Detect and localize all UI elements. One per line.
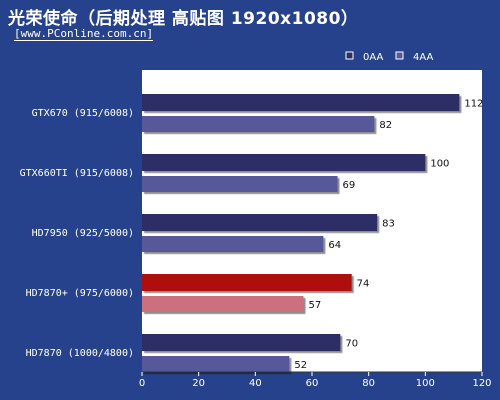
category-label: HD7870 (1000/4800)	[26, 348, 134, 359]
data-label-4aa: 52	[294, 360, 307, 371]
bar-0aa	[142, 154, 426, 171]
data-label-0aa: 100	[430, 159, 449, 170]
x-tick-label: 40	[249, 378, 262, 389]
x-tick-label: 100	[416, 378, 435, 389]
bar-0aa	[142, 214, 378, 231]
chart-title: 光荣使命（后期处理 高贴图 1920x1080）	[8, 9, 359, 29]
category-label: HD7950 (925/5000)	[32, 228, 134, 239]
category-label: GTX670 (915/6008)	[32, 108, 134, 119]
x-tick-label: 20	[192, 378, 205, 389]
bar-4aa	[142, 116, 375, 132]
data-labels: 112 82 100 69 83 64 74 57 70 52	[294, 99, 483, 372]
category-label: HD7870+ (975/6000)	[26, 288, 134, 299]
x-tick-label: 120	[472, 378, 491, 389]
data-label-0aa: 83	[382, 219, 395, 230]
x-tick-label: 80	[362, 378, 375, 389]
legend-swatch-4aa	[395, 51, 404, 60]
legend-label-4aa: 4AA	[413, 52, 433, 63]
data-label-4aa: 64	[328, 240, 341, 251]
data-label-4aa: 82	[379, 120, 392, 131]
category-label: GTX660TI (915/6008)	[20, 168, 134, 179]
data-label-0aa: 112	[464, 99, 483, 110]
data-label-4aa: 57	[309, 300, 322, 311]
source-url: [www.PConline.com.cn]	[14, 27, 154, 41]
bar-4aa	[142, 236, 324, 252]
legend-swatch-0aa	[345, 51, 354, 60]
bar-4aa	[142, 176, 338, 192]
data-label-0aa: 70	[345, 339, 358, 350]
source-url-text: [www.PConline.com.cn]	[14, 27, 154, 41]
bars	[142, 94, 460, 372]
legend-label-0aa: 0AA	[363, 52, 383, 63]
x-axis: 0 20 40 60 80 100 120	[139, 371, 492, 389]
bar-0aa	[142, 274, 352, 291]
bar-0aa	[142, 334, 341, 351]
bar-4aa	[142, 356, 290, 372]
bar-0aa	[142, 94, 460, 111]
chart-legend: 0AA 4AA	[345, 51, 433, 63]
x-tick-label: 0	[139, 378, 145, 389]
bar-4aa	[142, 296, 304, 312]
data-label-0aa: 74	[357, 279, 370, 290]
data-label-4aa: 69	[343, 180, 356, 191]
category-labels: GTX670 (915/6008) GTX660TI (915/6008) HD79…	[20, 108, 134, 359]
x-tick-label: 60	[306, 378, 319, 389]
